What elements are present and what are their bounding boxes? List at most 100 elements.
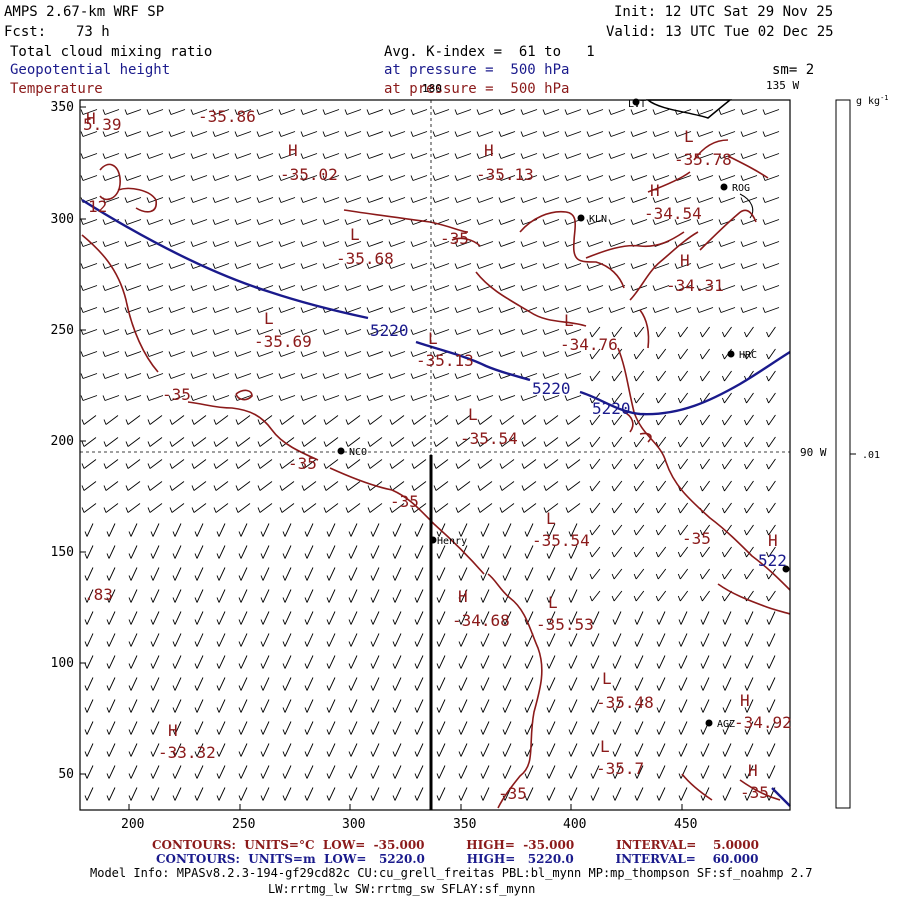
wind-barb	[568, 611, 578, 625]
field-temperature: Temperature	[10, 81, 103, 97]
wind-barb	[256, 197, 274, 203]
wind-barb	[766, 677, 776, 691]
wind-barb	[345, 415, 361, 425]
wind-barb	[480, 633, 490, 647]
wind-barb	[216, 677, 226, 691]
wind-barb	[366, 131, 384, 137]
wind-barb	[436, 567, 446, 581]
lon-label-180: 180	[422, 82, 442, 95]
wind-barb	[84, 765, 94, 779]
wind-barb	[150, 611, 160, 625]
wind-barb	[652, 175, 670, 181]
wind-barb	[543, 481, 559, 491]
wind-barb	[194, 787, 204, 801]
wind-barb	[476, 329, 494, 335]
wind-barb	[348, 765, 358, 779]
wind-barb	[502, 721, 512, 735]
wind-barb	[260, 633, 270, 647]
wind-barb	[565, 459, 581, 469]
wind-barb	[389, 459, 405, 469]
wind-barb	[589, 326, 601, 338]
wind-barb	[655, 348, 667, 360]
wind-barb	[432, 285, 450, 291]
wind-barb	[565, 481, 581, 491]
wind-barb	[103, 459, 119, 469]
wind-barb	[301, 481, 317, 491]
wind-barb	[300, 307, 318, 313]
wind-barb	[524, 677, 534, 691]
wind-barb	[169, 503, 185, 513]
wind-barb	[102, 175, 120, 181]
wind-barb	[84, 523, 94, 537]
wind-barb	[238, 523, 248, 537]
high-marker: H	[748, 761, 758, 780]
wind-barb	[146, 285, 164, 291]
wind-barb	[344, 351, 362, 357]
wind-barb	[410, 285, 428, 291]
wind-barb	[611, 326, 623, 338]
wind-barb	[744, 348, 754, 360]
wind-barb	[344, 329, 362, 335]
temp-label: -35.86	[198, 107, 256, 126]
wind-barb	[766, 765, 776, 779]
wind-barb	[674, 285, 692, 291]
wind-barb	[80, 307, 98, 313]
wind-barb	[455, 481, 471, 491]
wind-barb	[168, 153, 186, 159]
temp-label: 12	[88, 197, 107, 216]
wind-barb	[212, 219, 230, 225]
x-tick-label: 200	[121, 817, 144, 832]
wind-barb	[235, 415, 251, 425]
wind-barb	[124, 351, 142, 357]
wind-barb	[278, 153, 296, 159]
wind-barb	[125, 415, 141, 425]
wind-barb	[216, 611, 226, 625]
wind-barb	[304, 765, 314, 779]
wind-barb	[589, 414, 601, 426]
wind-barb	[766, 721, 776, 735]
wind-barb	[388, 153, 406, 159]
wind-barb	[301, 459, 317, 469]
wind-barb	[367, 503, 383, 513]
wind-barb	[125, 437, 141, 447]
wind-barb	[656, 787, 666, 801]
wind-barb	[630, 197, 648, 203]
wind-barb	[278, 329, 296, 335]
wind-barb	[370, 655, 380, 669]
station-marker	[429, 536, 437, 544]
wind-barb	[348, 699, 358, 713]
wind-barb	[194, 743, 204, 757]
wind-barb	[344, 219, 362, 225]
station-marker	[337, 447, 345, 455]
wind-barb	[502, 655, 512, 669]
wind-barb	[388, 197, 406, 203]
wind-barb	[436, 655, 446, 669]
wind-barb	[499, 481, 515, 491]
temp-label: .83	[84, 585, 113, 604]
wind-barb	[128, 567, 138, 581]
wind-barb	[546, 545, 556, 559]
wind-barb	[436, 589, 446, 603]
wind-barb	[674, 153, 692, 159]
wind-barb	[546, 765, 556, 779]
wind-barb	[436, 523, 446, 537]
wind-barb	[520, 197, 538, 203]
wind-barb	[106, 787, 116, 801]
wind-barb	[521, 481, 537, 491]
wind-barb	[502, 765, 512, 779]
wind-barb	[699, 436, 711, 448]
y-tick-label: 250	[51, 323, 74, 338]
temp-label: -35	[498, 784, 527, 803]
wind-barb	[128, 589, 138, 603]
wind-barb	[744, 546, 754, 558]
wind-barb	[282, 655, 292, 669]
wind-barb	[520, 307, 538, 313]
wind-barb	[216, 655, 226, 669]
wind-barb	[278, 109, 296, 115]
wind-barb	[608, 175, 626, 181]
wind-barb	[194, 545, 204, 559]
forecast-label: Fcst:	[4, 24, 47, 40]
wind-barb	[722, 436, 732, 448]
station-marker	[705, 719, 713, 727]
wind-barb	[546, 523, 556, 537]
